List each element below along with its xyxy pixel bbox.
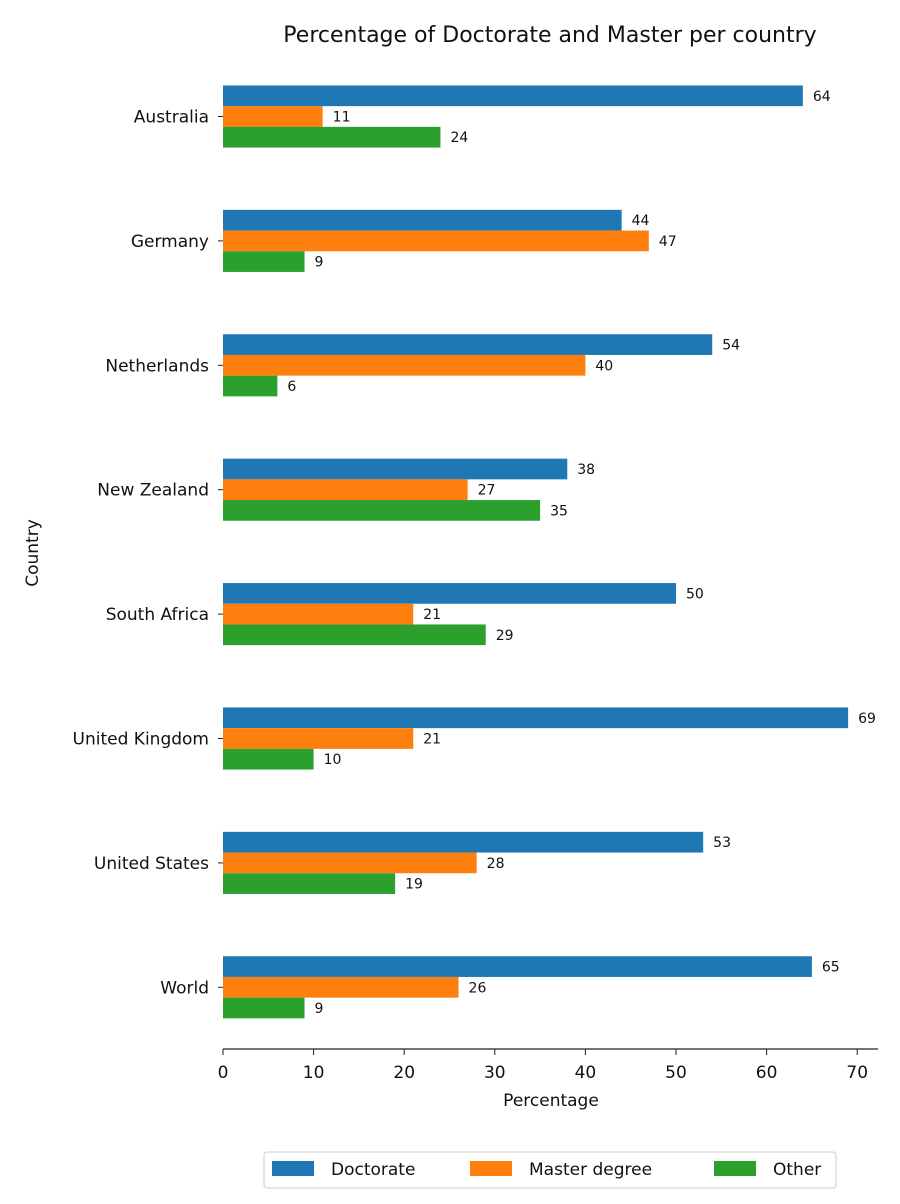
bar-other-netherlands	[223, 375, 278, 397]
x-tick-label-20: 20	[393, 1063, 415, 1083]
data-label-master-degree-south-africa: 21	[423, 607, 441, 623]
bar-doctorate-world	[223, 956, 812, 977]
bar-master-degree-united-states	[223, 852, 477, 874]
data-label-master-degree-australia: 11	[333, 110, 351, 126]
x-tick-label-40: 40	[575, 1063, 597, 1083]
y-tick-label-new-zealand: New Zealand	[97, 481, 209, 501]
x-tick-label-0: 0	[218, 1063, 229, 1083]
data-label-doctorate-netherlands: 54	[722, 338, 740, 354]
legend-label-other: Other	[773, 1160, 821, 1180]
bar-other-germany	[223, 251, 305, 272]
bar-other-australia	[223, 126, 441, 148]
data-label-other-germany: 9	[315, 255, 324, 271]
bar-doctorate-australia	[223, 85, 803, 107]
bar-other-united-states	[223, 873, 396, 894]
y-tick-label-australia: Australia	[134, 108, 209, 128]
bar-other-world	[223, 997, 305, 1019]
y-tick-label-netherlands: Netherlands	[105, 356, 209, 376]
data-label-master-degree-germany: 47	[659, 234, 677, 250]
data-label-doctorate-new-zealand: 38	[577, 462, 595, 478]
data-label-doctorate-germany: 44	[632, 213, 650, 229]
data-label-doctorate-united-states: 53	[713, 835, 731, 851]
bar-doctorate-united-kingdom	[223, 707, 849, 729]
bar-master-degree-australia	[223, 106, 323, 127]
x-axis-label: Percentage	[503, 1091, 599, 1111]
y-tick-label-united-states: United States	[94, 854, 209, 874]
bar-master-degree-germany	[223, 230, 649, 252]
legend-swatch-doctorate	[272, 1161, 314, 1176]
bar-doctorate-south-africa	[223, 583, 676, 604]
data-label-master-degree-netherlands: 40	[595, 358, 613, 374]
data-label-other-australia: 24	[450, 130, 468, 146]
data-label-master-degree-world: 26	[469, 980, 487, 996]
bars-layer	[223, 85, 849, 1019]
bar-doctorate-netherlands	[223, 334, 713, 355]
data-label-other-new-zealand: 35	[550, 503, 568, 519]
data-label-master-degree-new-zealand: 27	[478, 483, 496, 499]
bar-doctorate-germany	[223, 209, 622, 231]
x-tick-label-30: 30	[484, 1063, 506, 1083]
data-label-doctorate-south-africa: 50	[686, 586, 704, 602]
bar-other-south-africa	[223, 624, 486, 646]
data-label-other-netherlands: 6	[287, 379, 296, 395]
bar-master-degree-united-kingdom	[223, 728, 414, 749]
bar-other-new-zealand	[223, 500, 541, 521]
data-label-master-degree-united-kingdom: 21	[423, 732, 441, 748]
y-tick-label-south-africa: South Africa	[106, 605, 209, 625]
legend-label-doctorate: Doctorate	[331, 1160, 415, 1180]
data-label-other-united-states: 19	[405, 877, 423, 893]
data-label-doctorate-australia: 64	[813, 89, 831, 105]
data-label-doctorate-united-kingdom: 69	[858, 711, 876, 727]
data-labels-layer: 64 11 24 44 47 9 54 40 6 38 27 35 50 21 29 69 21 10 53 28 19…	[287, 89, 876, 1017]
x-tick-label-70: 70	[846, 1063, 868, 1083]
data-label-other-south-africa: 29	[496, 628, 514, 644]
y-axis-label: Country	[23, 519, 43, 587]
data-label-other-united-kingdom: 10	[324, 752, 342, 768]
legend-frame	[263, 1151, 837, 1189]
chart-title: Percentage of Doctorate and Master per c…	[283, 23, 816, 48]
bar-other-united-kingdom	[223, 748, 314, 770]
bar-master-degree-south-africa	[223, 603, 414, 625]
bar-doctorate-new-zealand	[223, 458, 568, 480]
data-label-other-world: 9	[315, 1001, 324, 1017]
x-axis-layer: 0 10 20 30 40 50 60 70	[218, 1048, 878, 1083]
data-label-doctorate-world: 65	[822, 960, 840, 976]
y-ticks-layer: Australia Germany Netherlands New Zealand So…	[73, 108, 223, 998]
x-tick-label-10: 10	[303, 1063, 325, 1083]
legend-label-master-degree: Master degree	[529, 1160, 652, 1180]
legend: Doctorate Master degree Other	[263, 1151, 837, 1189]
bar-master-degree-world	[223, 976, 459, 998]
y-tick-label-germany: Germany	[131, 232, 209, 252]
bar-doctorate-united-states	[223, 831, 704, 853]
data-label-master-degree-united-states: 28	[487, 856, 505, 872]
y-tick-label-world: World	[160, 978, 209, 998]
y-tick-label-united-kingdom: United Kingdom	[73, 730, 209, 750]
x-tick-label-50: 50	[665, 1063, 687, 1083]
bar-master-degree-new-zealand	[223, 479, 468, 501]
bar-master-degree-netherlands	[223, 354, 586, 376]
x-tick-label-60: 60	[756, 1063, 778, 1083]
legend-swatch-master-degree	[470, 1161, 512, 1176]
legend-swatch-other	[714, 1161, 756, 1176]
